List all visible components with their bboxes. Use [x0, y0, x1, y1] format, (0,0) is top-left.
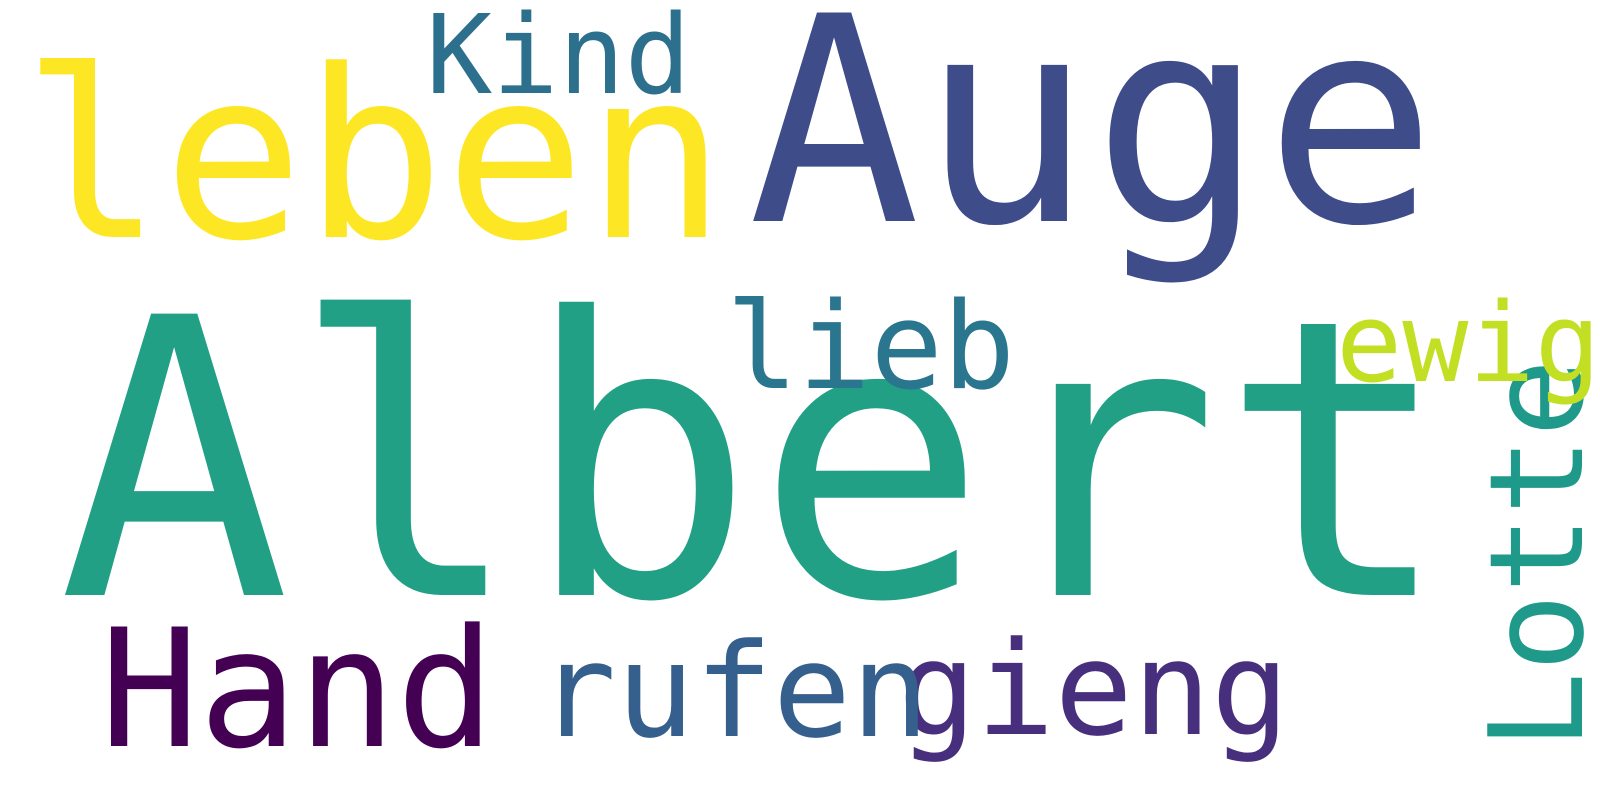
word-gieng: gieng: [898, 613, 1290, 765]
word-albert: Albert: [58, 238, 1453, 687]
word-auge: Auge: [748, 0, 1437, 289]
word-rufen: rufen: [538, 615, 930, 767]
word-lotte: Lotte: [1461, 358, 1600, 750]
word-ewig: ewig: [1336, 279, 1600, 407]
word-kind: Kind: [426, 0, 691, 119]
word-leben: leben: [22, 21, 727, 293]
word-lieb: lieb: [726, 278, 1015, 417]
word-hand: Hand: [100, 594, 495, 785]
